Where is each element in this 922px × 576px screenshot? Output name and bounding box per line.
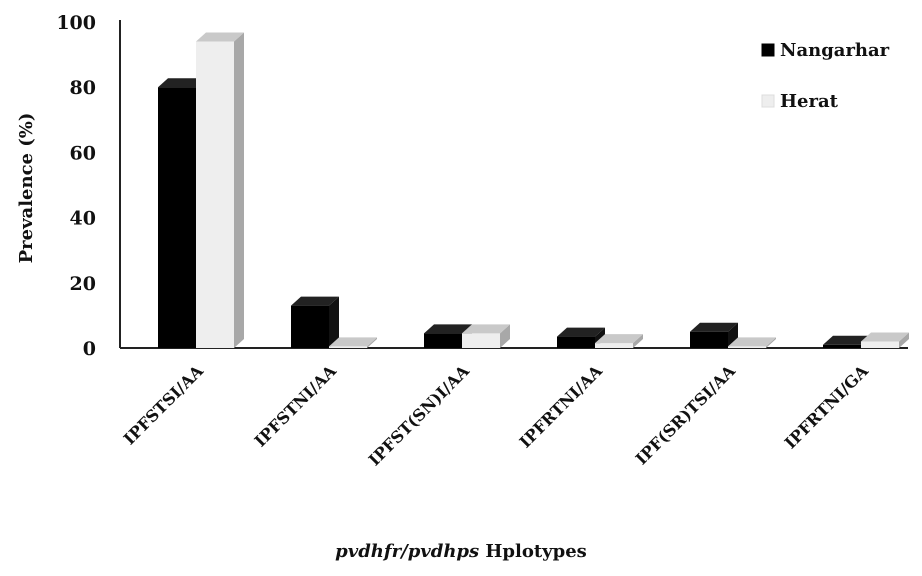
bar-herat-3 [462,324,510,348]
bars [158,32,909,349]
legend-item-nangarhar: Nangarhar [761,40,890,61]
bar-nangarhar-2 [291,296,339,348]
bar-front [291,305,329,348]
bar-front [329,346,367,348]
category-label: IPFRTNI/AA [516,361,607,452]
bar-side [367,337,377,348]
bar-top [329,337,377,347]
category-label: IPF(SR)TSI/AA [632,361,740,469]
x-axis-label: pvdhfr/pvdhps Hplotypes [0,541,922,562]
bar-front [861,341,899,348]
y-tick-label: 20 [70,273,96,295]
bar-top [595,334,643,344]
bar-herat-1 [196,32,244,349]
legend-label: Herat [780,91,839,112]
bar-front [196,41,234,349]
bar-front [424,333,462,348]
bar-herat-2 [329,337,377,348]
bar-herat-6 [861,332,909,348]
bar-side [766,337,776,348]
y-tick-label: 100 [56,12,96,34]
category-label: IPFRTNI/GA [781,361,873,453]
bar-side [234,32,244,349]
bar-side [329,296,339,348]
bar-nangarhar-5 [690,322,738,348]
bar-top [462,324,510,334]
bar-herat-4 [595,334,643,348]
y-tick-label: 60 [70,142,96,164]
bar-side [633,334,643,348]
bar-side [500,324,510,348]
bar-top [728,337,776,347]
bar-top [690,322,738,332]
legend-label: Nangarhar [780,40,890,61]
bar-side [728,322,738,348]
axes [119,20,908,349]
bar-front [557,336,595,348]
y-tick-labels: 0 20 40 60 80 100 [56,12,96,360]
category-label: IPFST(SN)I/AA [365,361,473,469]
category-label: IPFSTSI/AA [120,361,207,448]
legend: Nangarhar Herat [761,40,890,112]
bar-top [424,324,472,334]
y-tick-label: 0 [83,338,96,360]
bar-side [899,332,909,348]
bar-front [158,87,196,348]
legend-item-herat: Herat [761,91,839,112]
bar-chart: 0 20 40 60 80 100 IPFSTSI/AA IPFSTNI/AA IPFST(S… [16,12,909,469]
bar-front [595,343,633,348]
bar-top [557,327,605,337]
bar-herat-5 [728,337,776,348]
category-labels: IPFSTSI/AA IPFSTNI/AA IPFST(SN)I/AA IPFRTNI… [120,361,872,469]
bar-top [291,296,339,306]
y-axis-label: Prevalence (%) [16,113,37,264]
legend-swatch [761,94,775,108]
category-label: IPFSTNI/AA [251,361,341,451]
bar-front [462,333,500,348]
x-axis-label-rest: Hplotypes [485,541,587,562]
bar-top [196,32,244,42]
y-tick-label: 80 [70,77,96,99]
legend-swatch [761,43,775,57]
bar-top [861,332,909,342]
bar-top [823,335,871,345]
bar-front [728,346,766,348]
bar-front [823,344,861,348]
x-axis-label-italic: pvdhfr/pvdhps [335,541,480,562]
y-tick-label: 40 [70,208,96,230]
bar-front [690,331,728,348]
bar-top [158,78,206,88]
